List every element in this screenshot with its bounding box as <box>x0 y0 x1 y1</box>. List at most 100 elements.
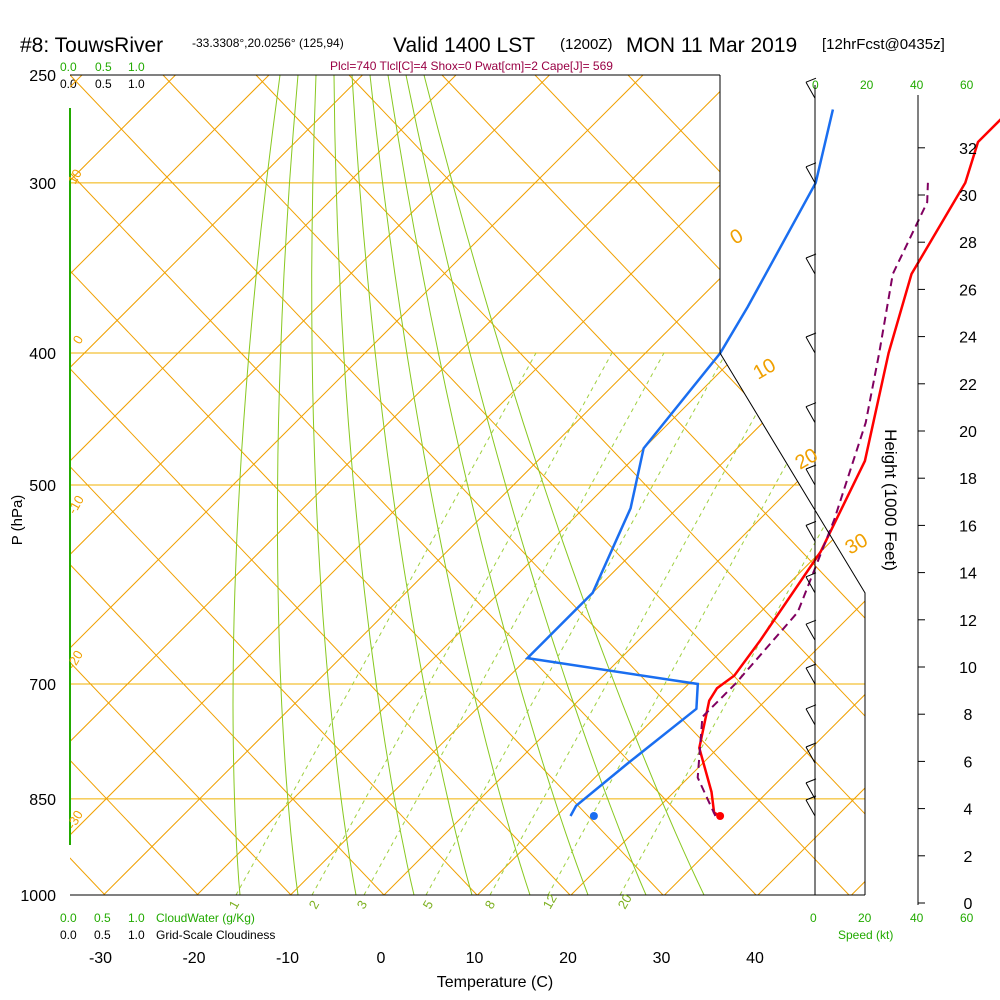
wind-barb-flag <box>805 704 817 710</box>
wind-barb <box>805 406 816 423</box>
adiabat-line <box>348 75 865 895</box>
isotherm-line <box>70 75 644 895</box>
height-tick-label: 8 <box>964 707 973 724</box>
cloudiness-tick: 0.0 <box>60 77 77 91</box>
temp-tick-label: 20 <box>559 950 577 967</box>
coords-text: -33.3308°,20.0256° (125,94) <box>192 36 344 50</box>
isotherm-label: 0 <box>727 225 748 250</box>
moist-adiabat-line <box>351 75 473 895</box>
height-tick-label: 2 <box>964 849 973 866</box>
isotherm-label: 10 <box>65 166 85 186</box>
plot-boundary <box>719 75 866 895</box>
moist-adiabat-line <box>333 75 415 895</box>
adiabat-line <box>70 75 757 895</box>
height-tick-label: 10 <box>959 660 977 677</box>
height-tick-label: 22 <box>959 377 977 394</box>
height-tick-label: 20 <box>959 424 977 441</box>
isotherm-label: 0 <box>70 333 87 347</box>
pressure-tick-label: 850 <box>29 792 56 809</box>
cloudwater-tick: 0.0 <box>60 60 77 74</box>
wind-barb-flag <box>805 162 817 168</box>
wind-barb <box>805 468 816 486</box>
temp-tick-label: -30 <box>89 950 112 967</box>
adiabat-line <box>70 75 664 895</box>
wind-barb <box>805 336 816 354</box>
params-line: Plcl=740 Tlcl[C]=4 Shox=0 Pwat[cm]=2 Cap… <box>330 59 613 73</box>
grid-layer <box>70 75 865 895</box>
speed-tick: 40 <box>910 78 924 92</box>
pressure-tick-label: 700 <box>29 677 56 694</box>
height-tick-label: 18 <box>959 471 977 488</box>
y-axis-label: P (hPa) <box>9 495 26 546</box>
cloudwater-tick: 0.5 <box>94 911 111 925</box>
isotherm-line <box>70 75 363 895</box>
cloudiness-tick: 0.5 <box>94 928 111 942</box>
moist-adiabat-line <box>387 75 589 895</box>
mixing-ratio-label: 12 <box>540 891 560 911</box>
height-tick-label: 6 <box>964 754 973 771</box>
adiabat-line <box>70 75 571 895</box>
surface-temp-dot <box>716 812 725 821</box>
cloudwater-legend: CloudWater (g/Kg) <box>156 911 255 925</box>
wind-barb <box>805 746 816 764</box>
wind-barb-flag <box>805 253 817 259</box>
pressure-tick-label: 250 <box>29 68 56 85</box>
speed-tick: 20 <box>860 78 874 92</box>
isotherm-line <box>664 75 865 895</box>
isotherm-label: -30 <box>64 808 86 832</box>
wind-barb <box>805 782 816 800</box>
cloudwater-tick: 0.5 <box>95 60 112 74</box>
cloudwater-tick: 1.0 <box>128 911 145 925</box>
height-tick-label: 16 <box>959 518 977 535</box>
temp-tick-label: -20 <box>182 950 205 967</box>
isotherm-line <box>70 75 831 895</box>
height-tick-label: 32 <box>959 141 977 158</box>
height-tick-label: 12 <box>959 613 977 630</box>
series-dewpoint <box>524 109 835 817</box>
valid-time: Valid 1400 LST <box>393 34 535 57</box>
wind-barb-flag <box>805 572 817 578</box>
moist-adiabat-line <box>311 75 357 895</box>
x-axis-label: Temperature (C) <box>437 974 553 991</box>
mixing-ratio-line <box>489 352 791 895</box>
series-parcel <box>696 182 929 817</box>
wind-barb <box>805 799 816 817</box>
moist-adiabat-line <box>423 75 705 895</box>
isotherm-label: 10 <box>750 354 780 384</box>
wind-barb <box>805 525 816 542</box>
height-tick-label: 28 <box>959 235 977 252</box>
wind-barb <box>805 576 816 594</box>
cloudiness-tick: 1.0 <box>128 77 145 91</box>
adiabat-line <box>70 75 478 895</box>
moist-adiabat-line <box>369 75 531 895</box>
height-tick-label: 14 <box>959 566 977 583</box>
temp-tick-label: 30 <box>653 950 671 967</box>
isotherm-line <box>477 75 865 895</box>
series-temperature <box>698 118 1000 818</box>
isotherm-label: 30 <box>842 529 872 559</box>
isotherm-line <box>383 75 865 895</box>
wind-barb-flag <box>805 332 817 338</box>
mixing-ratio-label: 8 <box>482 898 499 912</box>
wind-barb <box>805 166 816 184</box>
mixing-ratio-label: 20 <box>615 891 635 911</box>
pressure-tick-label: 400 <box>29 346 56 363</box>
cloudwater-tick: 0.0 <box>60 911 77 925</box>
adiabat-line <box>255 75 865 895</box>
pressure-tick-label: 500 <box>29 478 56 495</box>
height-tick-label: 30 <box>959 188 977 205</box>
cloudiness-tick: 0.0 <box>60 928 77 942</box>
adiabat-line <box>534 75 865 895</box>
isotherm-label: -10 <box>65 493 87 517</box>
wind-barb <box>805 667 816 685</box>
mixing-ratio-label: 3 <box>354 898 371 912</box>
isotherm-label: -20 <box>64 648 86 672</box>
wind-barb-flag <box>805 778 817 784</box>
cloudiness-legend: Grid-Scale Cloudiness <box>156 928 275 942</box>
wind-barb-flag <box>805 402 817 408</box>
pressure-tick-label: 1000 <box>20 888 56 905</box>
wind-barb-flag <box>805 663 817 669</box>
height-tick-label: 4 <box>964 802 973 819</box>
